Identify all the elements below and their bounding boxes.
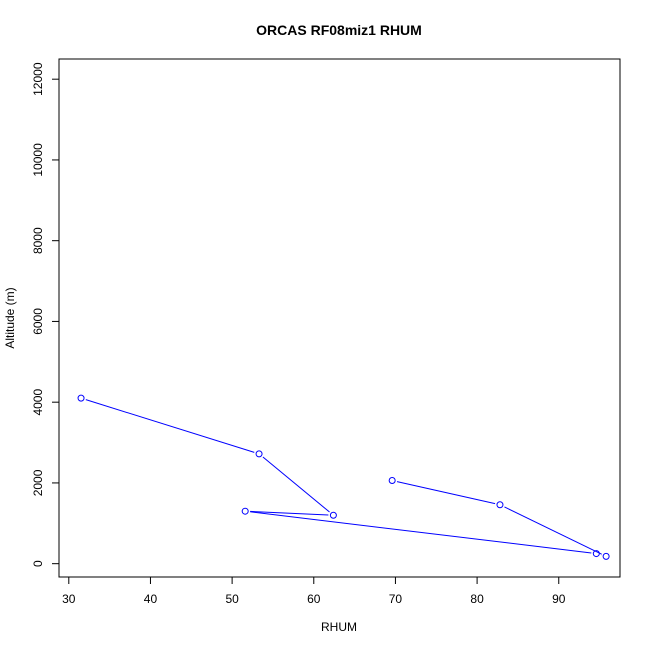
series-line-segment (504, 506, 602, 555)
chart-title: ORCAS RF08miz1 RHUM (256, 22, 422, 38)
x-tick-label: 70 (389, 592, 403, 606)
y-axis: 0 2000 4000 6000 8000 10000 12000 (31, 62, 60, 567)
x-axis: 30 40 50 60 70 80 90 (62, 576, 566, 606)
series-line-segment (396, 481, 496, 505)
y-tick-label: 4000 (31, 389, 45, 416)
series-line-segment (85, 399, 255, 453)
data-point (329, 511, 337, 519)
y-axis-label: Altitude (m) (3, 287, 17, 348)
series-line-segment (250, 510, 329, 516)
y-tick-label: 8000 (31, 227, 45, 254)
y-tick-label: 12000 (31, 62, 45, 96)
x-tick-label: 50 (225, 592, 239, 606)
x-tick-label: 80 (470, 592, 484, 606)
x-tick-label: 60 (307, 592, 321, 606)
x-tick-label: 40 (144, 592, 158, 606)
data-point (241, 507, 249, 515)
data-point (602, 552, 610, 560)
data-point (388, 477, 396, 485)
y-tick-label: 0 (31, 560, 45, 567)
data-point (592, 550, 600, 558)
series-line-segment (262, 456, 330, 513)
y-tick-label: 6000 (31, 308, 45, 335)
data-point (496, 501, 504, 509)
series-line-segment (250, 511, 592, 554)
x-tick-label: 30 (62, 592, 76, 606)
series-layer (77, 394, 610, 560)
y-tick-label: 2000 (31, 469, 45, 496)
x-axis-label: RHUM (321, 620, 357, 634)
plot-box (58, 58, 621, 578)
y-tick-label: 10000 (31, 143, 45, 177)
x-tick-label: 90 (552, 592, 566, 606)
data-point (77, 394, 85, 402)
data-point (255, 450, 263, 458)
